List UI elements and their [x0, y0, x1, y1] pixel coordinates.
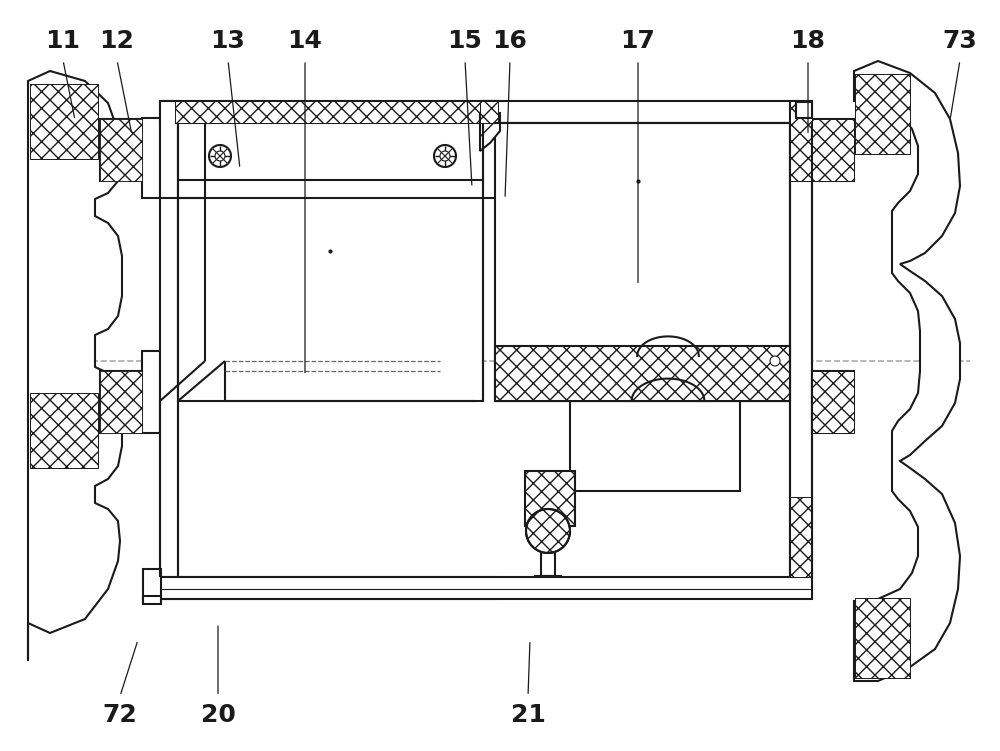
Text: 73: 73 [943, 29, 977, 53]
Bar [796, 102, 812, 118]
Polygon shape [28, 71, 122, 661]
Bar [812, 371, 854, 433]
Bar [535, 576, 561, 589]
Bar [100, 371, 142, 433]
Circle shape [215, 151, 225, 161]
Bar [143, 569, 161, 599]
Bar [812, 119, 854, 181]
Bar [480, 101, 498, 123]
Bar [812, 119, 854, 181]
Text: 14: 14 [288, 29, 322, 53]
Text: 15: 15 [448, 29, 482, 53]
Text: 13: 13 [211, 29, 245, 53]
Bar [100, 371, 142, 433]
Text: 21: 21 [511, 703, 545, 727]
Bar [100, 119, 142, 181]
Bar [100, 119, 142, 181]
Bar [142, 351, 160, 433]
Text: 12: 12 [100, 29, 134, 53]
Polygon shape [854, 61, 960, 681]
Bar [855, 598, 910, 678]
Polygon shape [480, 113, 500, 151]
Bar [796, 102, 812, 118]
Bar [855, 74, 910, 154]
Bar [483, 101, 798, 123]
Circle shape [434, 145, 456, 167]
Text: 20: 20 [201, 703, 235, 727]
Bar [525, 471, 575, 526]
Bar [812, 371, 854, 433]
Bar [175, 101, 480, 123]
Bar [790, 101, 812, 577]
Circle shape [526, 509, 570, 553]
Bar [30, 84, 98, 159]
Bar [541, 526, 555, 576]
Text: 16: 16 [493, 29, 527, 53]
Bar [178, 123, 483, 401]
Bar [143, 596, 161, 604]
Text: 11: 11 [46, 29, 80, 53]
Text: 17: 17 [621, 29, 655, 53]
Bar [100, 119, 142, 181]
Circle shape [440, 151, 450, 161]
Text: 18: 18 [791, 29, 825, 53]
Circle shape [209, 145, 231, 167]
Bar [790, 497, 812, 577]
Bar [480, 101, 498, 123]
Bar [495, 123, 790, 401]
Bar [160, 577, 812, 599]
Bar [570, 401, 740, 491]
Bar [160, 101, 178, 577]
Bar [100, 371, 142, 433]
Circle shape [770, 356, 780, 366]
Bar [160, 577, 495, 599]
Bar [525, 471, 575, 526]
Text: 72: 72 [103, 703, 137, 727]
Bar [495, 346, 790, 401]
Bar [30, 393, 98, 468]
Bar [790, 101, 812, 181]
Bar [142, 118, 160, 198]
Bar [160, 101, 495, 123]
Bar [495, 346, 790, 401]
